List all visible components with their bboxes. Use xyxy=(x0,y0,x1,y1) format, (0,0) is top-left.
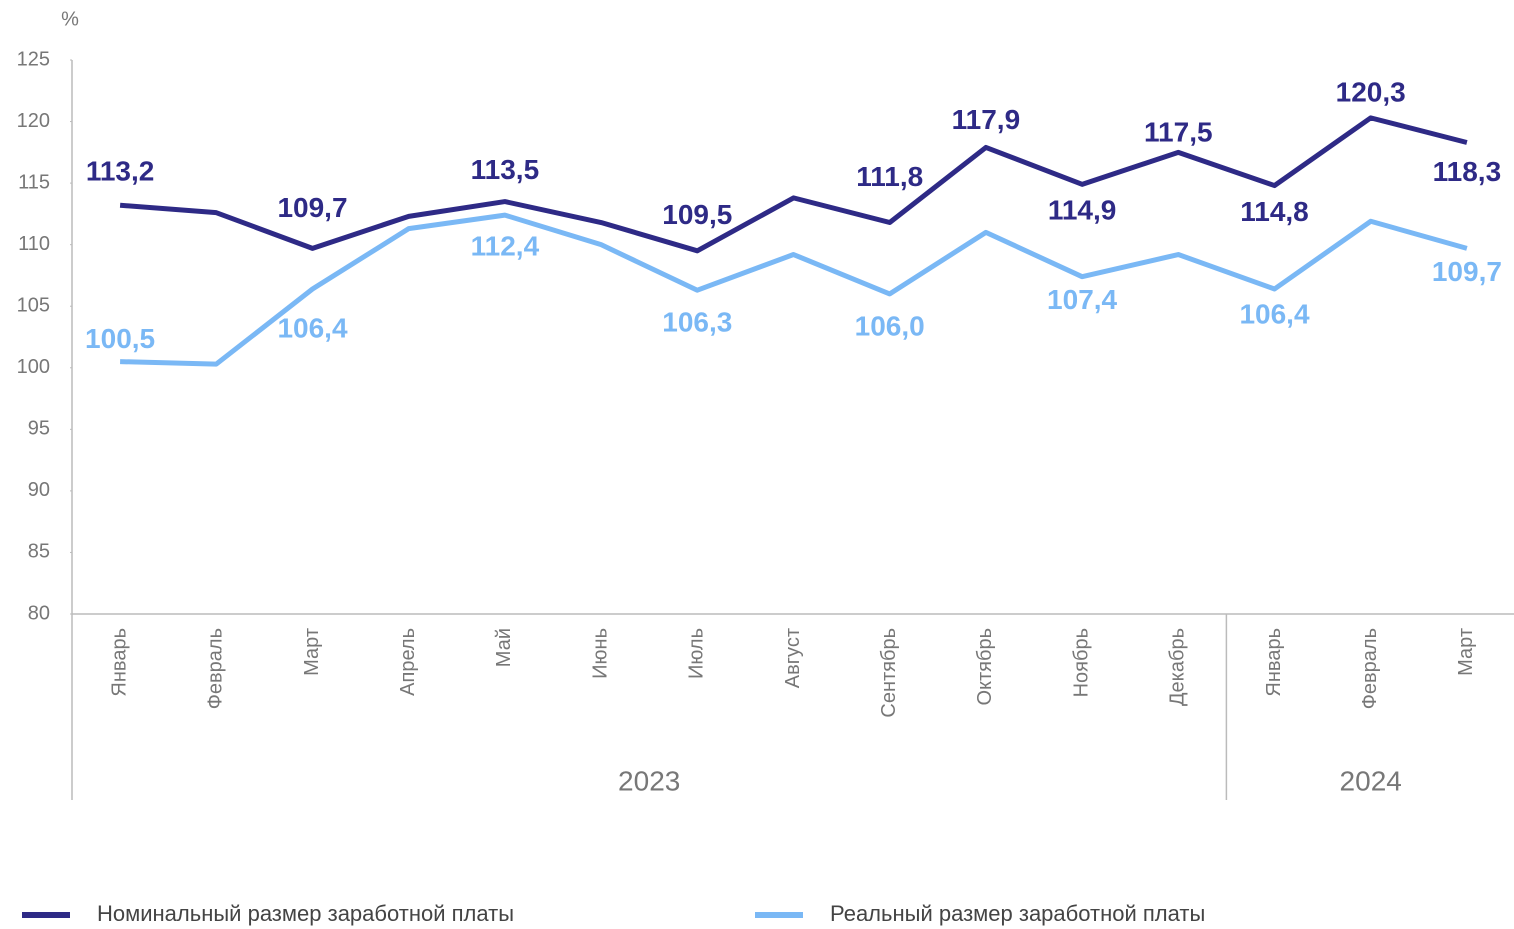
x-tick-label: Март xyxy=(301,628,323,676)
x-tick-label: Март xyxy=(1455,628,1477,676)
x-tick-label: Ноябрь xyxy=(1070,628,1092,697)
series-line xyxy=(119,115,1468,254)
data-label: 118,3 xyxy=(1433,156,1502,187)
y-tick-label: 120 xyxy=(17,110,50,132)
legend-label: Номинальный размер заработной платы xyxy=(97,901,514,926)
x-tick-label: Февраль xyxy=(205,628,227,709)
x-tick-label: Сентябрь xyxy=(878,628,900,718)
y-tick-label: 85 xyxy=(28,541,50,563)
legend-label: Реальный размер заработной платы xyxy=(830,901,1205,926)
data-label: 106,4 xyxy=(277,312,347,343)
data-label: 113,5 xyxy=(471,154,540,185)
series-line xyxy=(120,212,1468,367)
data-label: 112,4 xyxy=(471,231,540,262)
data-label: 111,8 xyxy=(856,161,923,192)
data-label: 117,9 xyxy=(952,104,1021,135)
x-tick-label: Февраль xyxy=(1359,628,1381,709)
x-tick-label: Май xyxy=(493,628,515,667)
y-tick-label: 125 xyxy=(17,48,50,70)
y-tick-label: 80 xyxy=(28,602,50,624)
y-tick-label: 105 xyxy=(17,295,50,317)
data-label: 106,0 xyxy=(855,310,925,341)
group-label: 2024 xyxy=(1340,765,1402,796)
x-tick-label: Январь xyxy=(1263,628,1285,697)
x-tick-label: Апрель xyxy=(397,628,419,696)
x-tick-label: Январь xyxy=(108,628,130,697)
data-label: 113,2 xyxy=(86,156,155,187)
y-tick-label: 95 xyxy=(28,418,50,440)
x-tick-label: Июнь xyxy=(589,628,611,679)
y-axis-unit: % xyxy=(61,8,79,30)
data-label: 114,9 xyxy=(1048,195,1117,226)
data-label: 106,3 xyxy=(662,307,732,338)
y-tick-label: 110 xyxy=(18,233,50,255)
data-label: 120,3 xyxy=(1336,76,1406,107)
y-tick-label: 115 xyxy=(18,171,50,193)
x-tick-label: Июль xyxy=(686,628,708,679)
data-label: 100,5 xyxy=(85,323,155,354)
x-tick-label: Август xyxy=(782,628,804,688)
data-label: 106,4 xyxy=(1239,298,1309,329)
data-label: 114,8 xyxy=(1240,196,1309,227)
data-label: 109,5 xyxy=(662,199,732,230)
y-tick-label: 100 xyxy=(17,356,50,378)
y-tick-label: 90 xyxy=(28,479,50,501)
data-label: 109,7 xyxy=(1432,256,1502,287)
data-label: 107,4 xyxy=(1047,284,1117,315)
group-label: 2023 xyxy=(618,765,680,796)
x-tick-label: Декабрь xyxy=(1167,628,1189,706)
x-tick-label: Октябрь xyxy=(974,628,996,706)
data-label: 117,5 xyxy=(1144,117,1213,148)
data-label: 109,7 xyxy=(277,192,347,223)
